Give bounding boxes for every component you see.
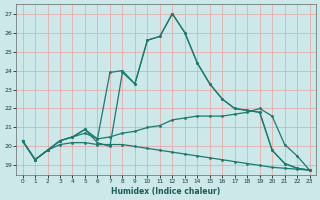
X-axis label: Humidex (Indice chaleur): Humidex (Indice chaleur) [111,187,221,196]
